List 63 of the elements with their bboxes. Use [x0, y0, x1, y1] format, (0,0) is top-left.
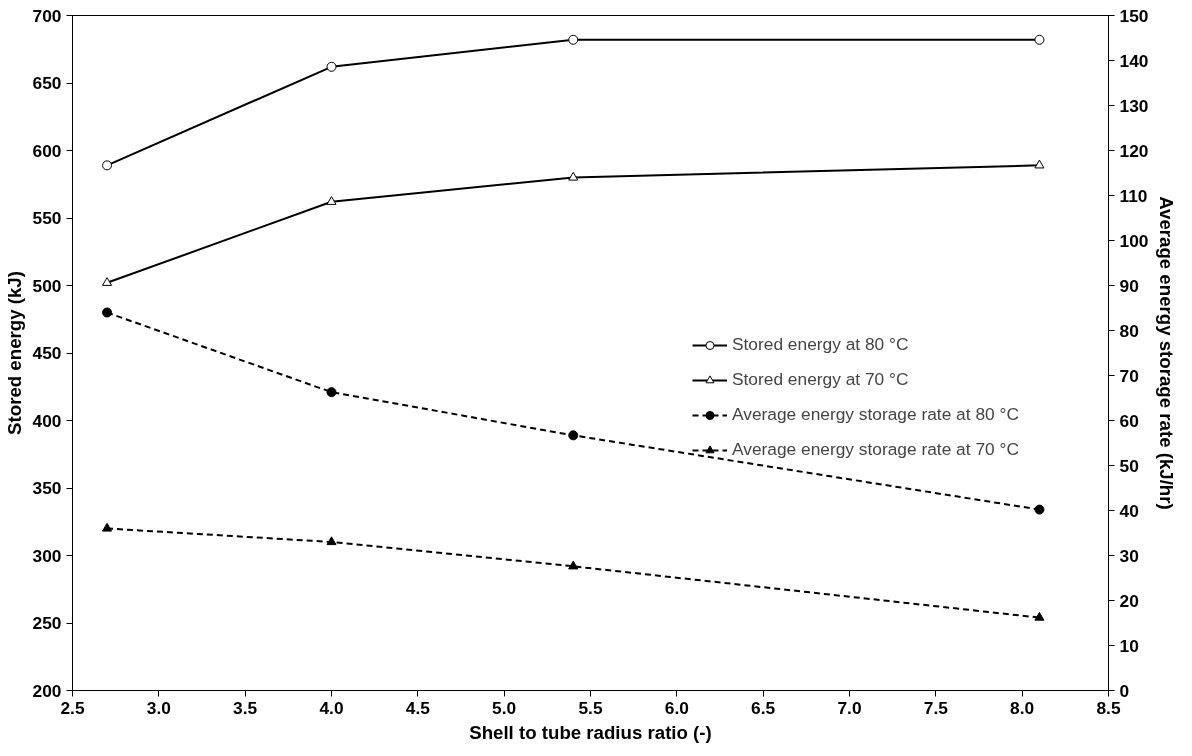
- y-axis-title: Stored energy (kJ): [3, 271, 25, 435]
- legend-label: Stored energy at 80 °C: [732, 334, 909, 355]
- legend-label: Average energy storage rate at 80 °C: [732, 404, 1019, 425]
- x-tick-label: 4.0: [319, 697, 344, 718]
- x-tick-label: 5.5: [578, 697, 603, 718]
- y2-tick-label: 90: [1119, 275, 1139, 296]
- y-tick-label: 300: [32, 545, 62, 566]
- y2-tick-label: 20: [1119, 590, 1139, 611]
- y-tick-label: 450: [32, 343, 62, 363]
- x-tick-label: 3.0: [146, 697, 171, 718]
- x-tick-label: 6.5: [751, 697, 776, 718]
- point: [568, 34, 579, 45]
- y2-tick-label: 110: [1119, 185, 1148, 206]
- x-tick-label: 5.0: [492, 697, 517, 718]
- point: [326, 196, 337, 205]
- point: [568, 430, 579, 441]
- y2-tick-label: 100: [1119, 230, 1149, 251]
- y2-tick-label: 50: [1119, 455, 1139, 476]
- x-tick-label: 2.5: [60, 697, 85, 718]
- y-tick-label: 200: [32, 680, 62, 701]
- y2-tick-label: 40: [1119, 500, 1139, 521]
- y2-tick-label: 60: [1119, 410, 1139, 431]
- y2-axis-title: Average energy storage rate (kJ/hr): [1156, 196, 1178, 510]
- y-tick-label: 550: [32, 208, 62, 228]
- x-tick-label: 7.0: [837, 697, 862, 718]
- x-tick-label: 4.5: [405, 697, 431, 718]
- point: [102, 522, 113, 532]
- point: [102, 277, 113, 286]
- y-tick-label: 250: [32, 613, 62, 633]
- legend-label: Stored energy at 70 °C: [732, 369, 909, 390]
- y2-tick-label: 140: [1119, 50, 1149, 71]
- point: [568, 560, 579, 570]
- point: [102, 307, 113, 318]
- y2-tick-label: 130: [1119, 95, 1149, 116]
- x-tick-label: 3.5: [233, 697, 258, 718]
- point: [1034, 611, 1045, 621]
- y2-tick-label: 10: [1119, 635, 1139, 656]
- point: [568, 171, 579, 181]
- x-axis-title: Shell to tube radius ratio (-): [469, 721, 712, 743]
- point: [326, 536, 337, 546]
- point: [326, 387, 337, 398]
- point: [102, 160, 113, 171]
- y-tick-label: 650: [32, 73, 62, 93]
- point: [1034, 504, 1045, 515]
- x-tick-label: 8.5: [1096, 697, 1121, 718]
- y-tick-label: 700: [32, 5, 62, 26]
- point: [326, 61, 337, 72]
- y-tick-label: 600: [32, 140, 62, 161]
- y2-tick-label: 70: [1119, 365, 1139, 386]
- point: [1034, 34, 1045, 45]
- legend-label: Average energy storage rate at 70 °C: [732, 439, 1019, 460]
- y-tick-label: 350: [32, 478, 62, 498]
- point: [1034, 159, 1045, 169]
- x-tick-label: 8.0: [1010, 697, 1035, 718]
- y2-tick-label: 120: [1119, 140, 1149, 161]
- y2-tick-label: 80: [1119, 320, 1139, 341]
- y-tick-label: 500: [32, 275, 62, 296]
- y2-tick-label: 30: [1119, 545, 1139, 566]
- y2-tick-label: 0: [1119, 680, 1130, 701]
- y2-tick-label: 150: [1119, 5, 1149, 26]
- x-tick-label: 7.5: [923, 697, 949, 718]
- y-tick-label: 400: [32, 410, 62, 431]
- x-tick-label: 6.0: [664, 697, 689, 718]
